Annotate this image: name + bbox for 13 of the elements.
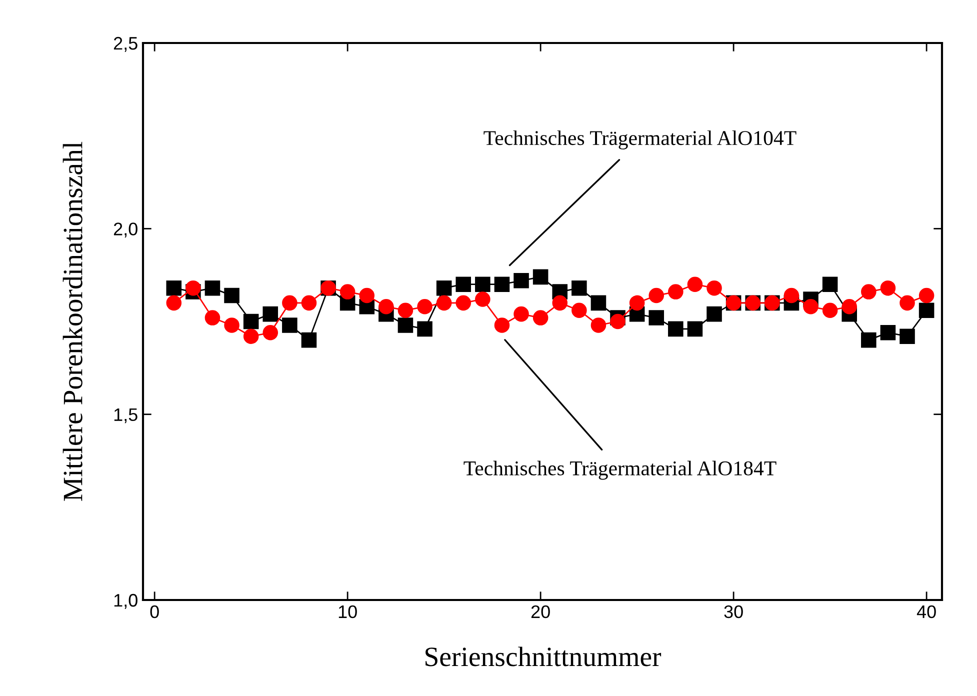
y-axis-title: Mittlere Porenkoordinationszahl: [62, 142, 82, 501]
y-tick-label: 1,0: [114, 594, 138, 609]
x-tick-label: 0: [150, 605, 159, 618]
y-tick-label: 2,0: [114, 222, 138, 238]
y-tick-label: 1,5: [114, 408, 138, 424]
annotation: Technisches Trägermaterial AlO104T: [484, 130, 796, 150]
x-tick-label: 30: [724, 605, 743, 618]
x-tick-label: 40: [916, 605, 936, 618]
x-tick-label: 20: [531, 605, 550, 618]
annotation: Technisches Trägermaterial AlO184T: [464, 460, 776, 480]
x-tick-label: 10: [338, 605, 357, 618]
x-axis-title: Serienschnittnummer: [426, 646, 662, 666]
y-tick-label: 2,5: [114, 36, 138, 52]
